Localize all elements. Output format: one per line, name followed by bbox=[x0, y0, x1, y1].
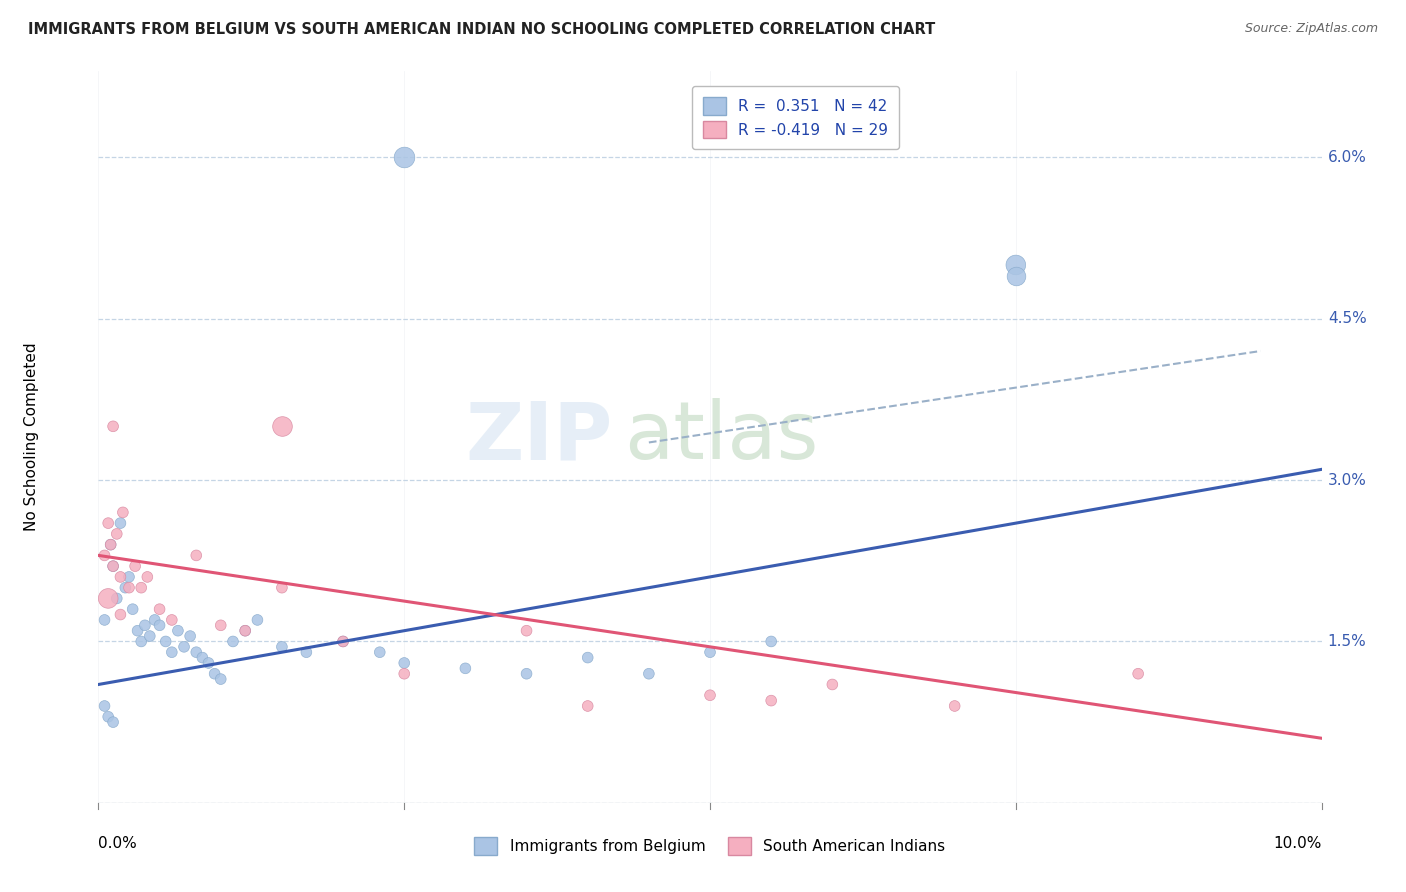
Point bbox=[576, 698, 599, 713]
Point bbox=[1004, 258, 1026, 272]
Point bbox=[943, 698, 966, 713]
Point bbox=[246, 613, 269, 627]
Legend: Immigrants from Belgium, South American Indians: Immigrants from Belgium, South American … bbox=[468, 831, 952, 861]
Text: 0.0%: 0.0% bbox=[98, 836, 138, 851]
Point bbox=[197, 656, 219, 670]
Point bbox=[93, 698, 115, 713]
Point bbox=[105, 527, 128, 541]
Point bbox=[160, 613, 183, 627]
Point bbox=[111, 505, 134, 519]
Point bbox=[209, 672, 232, 686]
Point bbox=[149, 602, 172, 616]
Text: 10.0%: 10.0% bbox=[1274, 836, 1322, 851]
Text: atlas: atlas bbox=[624, 398, 818, 476]
Point bbox=[127, 624, 149, 638]
Point bbox=[101, 419, 124, 434]
Point bbox=[101, 715, 124, 730]
Point bbox=[761, 634, 783, 648]
Point bbox=[699, 645, 721, 659]
Point bbox=[222, 634, 245, 648]
Point bbox=[516, 666, 538, 681]
Point bbox=[270, 581, 294, 595]
Point bbox=[139, 629, 162, 643]
Point bbox=[179, 629, 201, 643]
Point bbox=[118, 581, 141, 595]
Point bbox=[110, 516, 132, 530]
Point bbox=[204, 666, 226, 681]
Point bbox=[761, 693, 783, 707]
Point bbox=[97, 710, 120, 724]
Point bbox=[97, 516, 120, 530]
Point bbox=[100, 538, 122, 552]
Point bbox=[134, 618, 156, 632]
Point bbox=[576, 650, 599, 665]
Point bbox=[167, 624, 190, 638]
Point bbox=[233, 624, 256, 638]
Point bbox=[392, 150, 416, 164]
Point bbox=[454, 661, 477, 675]
Point bbox=[332, 634, 354, 648]
Point bbox=[93, 549, 115, 563]
Point bbox=[105, 591, 128, 606]
Point bbox=[173, 640, 195, 654]
Point bbox=[93, 613, 115, 627]
Point bbox=[97, 591, 120, 606]
Point bbox=[136, 570, 159, 584]
Point bbox=[1004, 268, 1026, 283]
Point bbox=[295, 645, 318, 659]
Point bbox=[392, 656, 416, 670]
Point bbox=[270, 419, 294, 434]
Point bbox=[101, 559, 124, 574]
Text: ZIP: ZIP bbox=[465, 398, 612, 476]
Text: 4.5%: 4.5% bbox=[1327, 311, 1367, 326]
Point bbox=[110, 607, 132, 622]
Point bbox=[121, 602, 143, 616]
Text: 3.0%: 3.0% bbox=[1327, 473, 1367, 488]
Text: Source: ZipAtlas.com: Source: ZipAtlas.com bbox=[1244, 22, 1378, 36]
Point bbox=[129, 581, 152, 595]
Point bbox=[637, 666, 661, 681]
Point bbox=[114, 581, 136, 595]
Text: IMMIGRANTS FROM BELGIUM VS SOUTH AMERICAN INDIAN NO SCHOOLING COMPLETED CORRELAT: IMMIGRANTS FROM BELGIUM VS SOUTH AMERICA… bbox=[28, 22, 935, 37]
Point bbox=[392, 666, 416, 681]
Point bbox=[233, 624, 256, 638]
Point bbox=[186, 549, 208, 563]
Point bbox=[129, 634, 152, 648]
Point bbox=[160, 645, 183, 659]
Point bbox=[191, 650, 214, 665]
Point bbox=[209, 618, 232, 632]
Point bbox=[1128, 666, 1150, 681]
Point bbox=[270, 640, 294, 654]
Point bbox=[516, 624, 538, 638]
Point bbox=[101, 559, 124, 574]
Text: 1.5%: 1.5% bbox=[1327, 634, 1367, 649]
Point bbox=[821, 677, 844, 691]
Text: 6.0%: 6.0% bbox=[1327, 150, 1367, 165]
Point bbox=[110, 570, 132, 584]
Point bbox=[186, 645, 208, 659]
Point bbox=[332, 634, 354, 648]
Point bbox=[699, 688, 721, 702]
Point bbox=[149, 618, 172, 632]
Point bbox=[155, 634, 177, 648]
Point bbox=[143, 613, 166, 627]
Point bbox=[368, 645, 391, 659]
Point bbox=[118, 570, 141, 584]
Text: No Schooling Completed: No Schooling Completed bbox=[24, 343, 38, 532]
Point bbox=[124, 559, 146, 574]
Point bbox=[100, 538, 122, 552]
